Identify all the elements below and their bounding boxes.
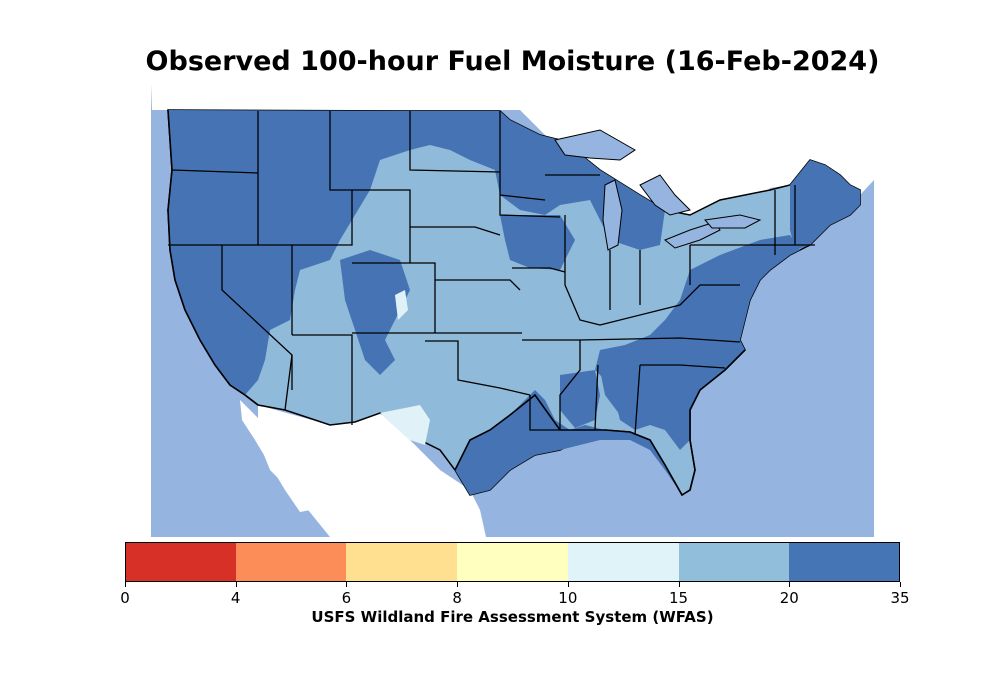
colorbar-tick-label: 4 (230, 589, 241, 607)
colorbar-tick-mark (235, 582, 237, 587)
fuel-moisture-map (151, 84, 874, 537)
colorbar-tick-mark (346, 582, 348, 587)
colorbar-tick-mark (678, 582, 680, 587)
light-blue-regions (380, 290, 430, 445)
colorbar-label: USFS Wildland Fire Assessment System (WF… (311, 608, 714, 626)
mexico-land (258, 405, 486, 537)
dark-blue-regions (168, 110, 860, 495)
colorbar-tick-mark (789, 582, 791, 587)
colorbar-tick-label: 6 (341, 589, 352, 607)
map-title: Observed 100-hour Fuel Moisture (16-Feb-… (145, 46, 880, 77)
colorbar-tick-mark (457, 582, 459, 587)
colorbar-tick-label: 20 (779, 589, 799, 607)
colorbar-tick-label: 15 (669, 589, 689, 607)
colorbar-tick-mark (125, 582, 126, 587)
colorbar-segment (678, 542, 790, 582)
colorbar-segment (346, 542, 458, 582)
gulf-coastline (454, 349, 746, 497)
colorbar-tick-mark (567, 582, 569, 587)
colorbar-tick-label: 35 (890, 589, 910, 607)
canada-land (151, 84, 874, 250)
colorbar (125, 542, 901, 582)
colorbar-segment (235, 542, 347, 582)
great-lakes (554, 129, 762, 251)
baja-land (240, 400, 310, 512)
colorbar-segment (125, 542, 237, 582)
coastline (167, 109, 259, 406)
colorbar-tick-label: 8 (452, 589, 462, 607)
state-boundaries (168, 111, 815, 436)
colorbar-segment (457, 542, 569, 582)
colorbar-segment (567, 542, 680, 582)
colorbar-tick-label: 10 (558, 589, 578, 607)
colorbar-segment (789, 542, 901, 582)
colorbar-tick-label: 0 (120, 589, 130, 607)
colorbar-tick-mark (900, 582, 901, 587)
